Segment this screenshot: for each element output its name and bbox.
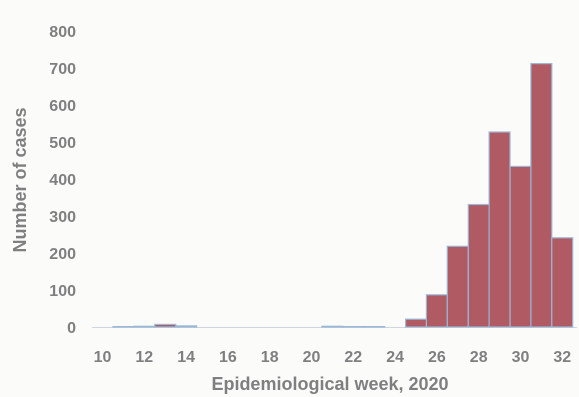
x-tick-label-32: 32 (553, 349, 571, 366)
bar-week-30 (509, 165, 532, 328)
y-tick-label-300: 300 (49, 209, 76, 226)
y-tick-label-800: 800 (49, 24, 76, 41)
y-tick-label-600: 600 (49, 98, 76, 115)
y-tick-label-400: 400 (49, 172, 76, 189)
y-tick-label-100: 100 (49, 283, 76, 300)
bar-week-28 (467, 203, 490, 328)
x-tick-label-24: 24 (386, 349, 404, 366)
bar-week-29 (488, 131, 511, 328)
bar-week-27 (446, 245, 469, 328)
x-tick-label-20: 20 (303, 349, 321, 366)
y-tick-label-200: 200 (49, 246, 76, 263)
x-tick-label-28: 28 (470, 349, 488, 366)
bar-week-13 (154, 323, 177, 328)
bar-week-25 (405, 318, 428, 328)
bar-week-14 (175, 325, 198, 328)
x-tick-label-30: 30 (512, 349, 530, 366)
bar-week-12 (133, 325, 156, 328)
y-axis-title: Number of cases (10, 107, 30, 252)
bar-week-32 (551, 237, 574, 328)
x-tick-label-22: 22 (344, 349, 362, 366)
x-tick-label-14: 14 (177, 349, 195, 366)
x-axis-title: Epidemiological week, 2020 (211, 374, 448, 394)
bar-week-31 (530, 62, 553, 328)
x-tick-label-26: 26 (428, 349, 446, 366)
bar-week-21 (321, 325, 344, 328)
x-tick-label-10: 10 (94, 349, 112, 366)
y-tick-label-0: 0 (67, 320, 76, 337)
y-tick-label-500: 500 (49, 135, 76, 152)
x-tick-label-16: 16 (219, 349, 237, 366)
x-tick-label-18: 18 (261, 349, 279, 366)
bar-week-26 (425, 294, 448, 328)
x-tick-label-12: 12 (135, 349, 153, 366)
y-tick-label-700: 700 (49, 61, 76, 78)
